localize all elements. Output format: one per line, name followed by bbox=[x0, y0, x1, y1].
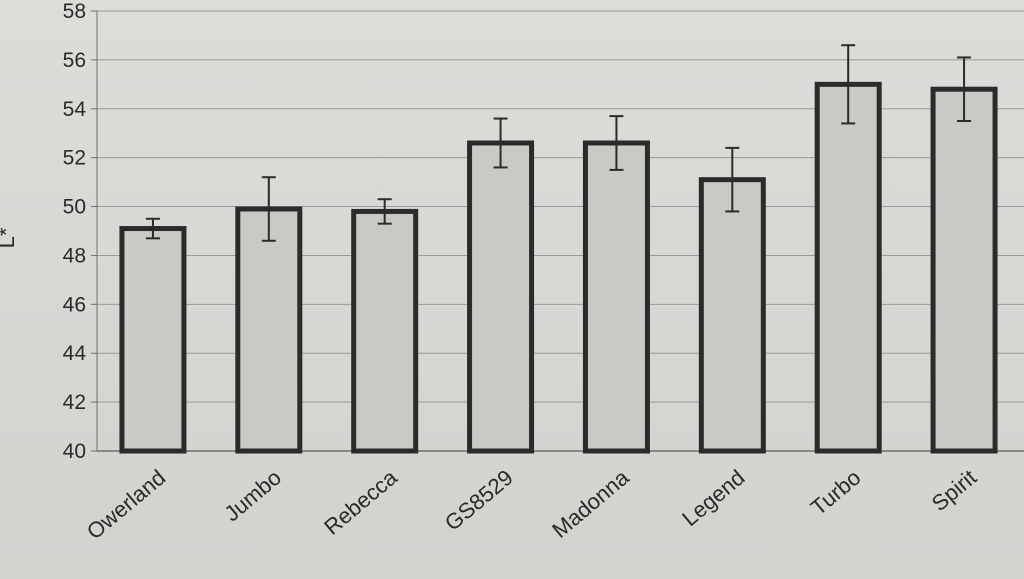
x-tick-label-legend: Legend bbox=[677, 465, 749, 531]
error-bar-turbo bbox=[841, 44, 856, 125]
y-tick-label-40: 40 bbox=[63, 440, 86, 463]
y-tick-label-58: 58 bbox=[63, 0, 86, 23]
error-bar-spirit bbox=[957, 56, 972, 122]
y-tick-label-56: 56 bbox=[63, 49, 86, 72]
bar-gs8529 bbox=[467, 140, 535, 454]
grid-layer bbox=[91, 10, 1024, 452]
bar-madonna bbox=[582, 140, 650, 454]
x-tick-label-turbo: Turbo bbox=[806, 465, 865, 521]
bar-owerland bbox=[119, 226, 187, 454]
x-category-labels: Owerland Jumbo Rebecca GS8529 Madonna Legend T… bbox=[82, 464, 981, 544]
y-tick-labels: 40 42 44 46 48 50 52 54 56 58 bbox=[63, 0, 87, 463]
y-tick-label-54: 54 bbox=[63, 98, 87, 121]
y-tick-label-52: 52 bbox=[63, 147, 86, 170]
bars-layer bbox=[119, 81, 998, 454]
error-bar-gs8529 bbox=[493, 117, 508, 169]
x-tick-label-gs8529: GS8529 bbox=[440, 465, 518, 536]
bar-rebecca bbox=[351, 208, 419, 454]
y-tick-label-50: 50 bbox=[63, 196, 86, 219]
y-tick-label-42: 42 bbox=[63, 391, 86, 414]
bar-spirit bbox=[930, 86, 998, 454]
error-bars-layer bbox=[145, 44, 972, 242]
x-tick-label-spirit: Spirit bbox=[927, 465, 981, 516]
error-bar-jumbo bbox=[261, 176, 276, 242]
y-tick-label-46: 46 bbox=[63, 293, 86, 316]
error-bar-rebecca bbox=[377, 198, 392, 225]
bar-legend bbox=[698, 177, 766, 454]
y-tick-label-48: 48 bbox=[63, 244, 86, 267]
error-bar-madonna bbox=[609, 115, 624, 171]
x-tick-label-madonna: Madonna bbox=[547, 464, 634, 543]
x-tick-label-owerland: Owerland bbox=[82, 465, 170, 545]
bar-jumbo bbox=[235, 206, 303, 454]
y-tick-label-44: 44 bbox=[63, 342, 87, 365]
error-bar-owerland bbox=[145, 217, 160, 240]
bar-turbo bbox=[814, 81, 882, 454]
y-axis-label: L* bbox=[0, 227, 19, 248]
y-axis-label-text: L* bbox=[0, 227, 19, 248]
x-tick-label-rebecca: Rebecca bbox=[319, 464, 402, 539]
x-tick-label-jumbo: Jumbo bbox=[219, 465, 286, 527]
error-bar-legend bbox=[725, 146, 740, 213]
